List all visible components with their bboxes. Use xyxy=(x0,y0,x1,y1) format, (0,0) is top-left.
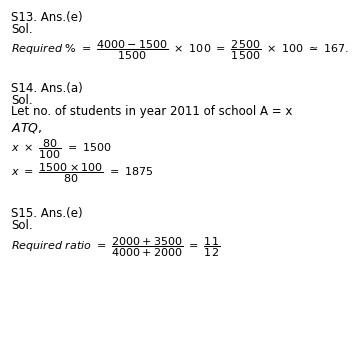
Text: $\mathit{ATQ,}$: $\mathit{ATQ,}$ xyxy=(11,121,42,135)
Text: S15. Ans.(e): S15. Ans.(e) xyxy=(11,207,83,221)
Text: S14. Ans.(a): S14. Ans.(a) xyxy=(11,82,83,95)
Text: $\mathit{Required\ ratio}\ =\ \dfrac{2000+3500}{4000+2000}\ =\ \dfrac{11}{12}$: $\mathit{Required\ ratio}\ =\ \dfrac{200… xyxy=(11,236,220,259)
Text: $\mathit{x}\ \times\ \dfrac{80}{100}\ =\ 1500$: $\mathit{x}\ \times\ \dfrac{80}{100}\ =\… xyxy=(11,138,112,161)
Text: S13. Ans.(e): S13. Ans.(e) xyxy=(11,11,83,24)
Text: Sol.: Sol. xyxy=(11,219,32,232)
Text: Let no. of students in year 2011 of school A = x: Let no. of students in year 2011 of scho… xyxy=(11,105,292,118)
Text: $\mathit{x}\ =\ \dfrac{1500\times100}{80}\ =\ 1875$: $\mathit{x}\ =\ \dfrac{1500\times100}{80… xyxy=(11,162,153,185)
Text: $\mathit{Required\ \%}\ =\ \dfrac{4000-1500}{1500}\ \times\ 100\ =\ \dfrac{2500}: $\mathit{Required\ \%}\ =\ \dfrac{4000-1… xyxy=(11,38,349,62)
Text: Sol.: Sol. xyxy=(11,94,32,107)
Text: Sol.: Sol. xyxy=(11,23,32,36)
